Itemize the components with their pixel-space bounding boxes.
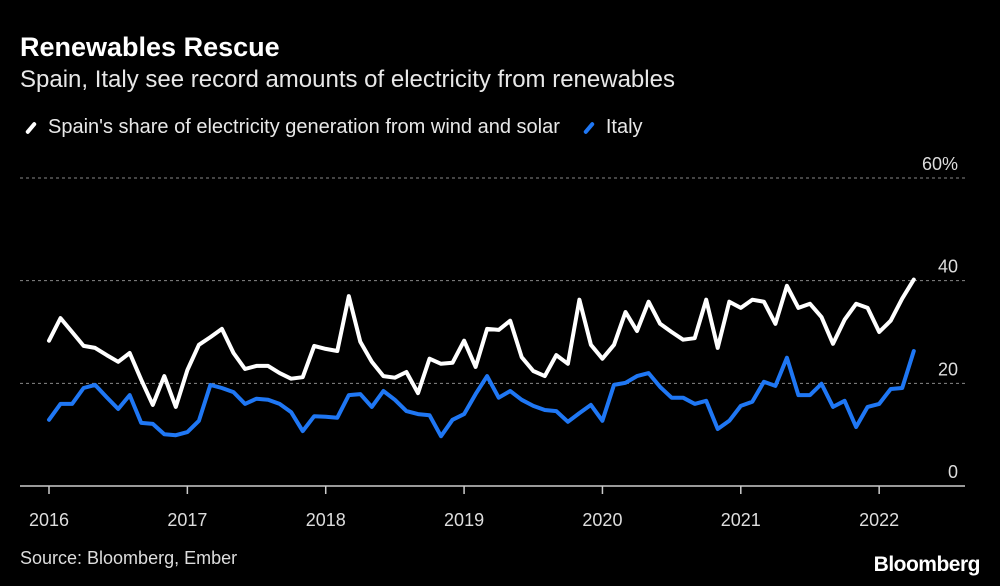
x-tick-label: 2018 [306, 510, 346, 530]
legend-label-spain: Spain's share of electricity generation … [48, 116, 560, 138]
x-tick-label: 2021 [721, 510, 761, 530]
y-tick-label: 60% [922, 154, 958, 174]
y-tick-label: 0 [948, 462, 958, 482]
legend: Spain's share of electricity generation … [20, 116, 661, 139]
legend-item-spain: Spain's share of electricity generation … [20, 116, 560, 139]
series-line-spain [47, 277, 916, 409]
y-tick-label: 40 [938, 257, 958, 277]
legend-item-italy: Italy [578, 116, 643, 139]
bloomberg-logo: Bloomberg [873, 553, 981, 576]
y-tick-label: 20 [938, 359, 958, 379]
x-tick-label: 2017 [167, 510, 207, 530]
series-line-italy [47, 349, 916, 439]
x-tick-label: 2022 [859, 510, 899, 530]
source-note: Source: Bloomberg, Ember [20, 548, 238, 568]
chart-subtitle: Spain, Italy see record amounts of elect… [20, 66, 675, 93]
x-tick-label: 2019 [444, 510, 484, 530]
legend-label-italy: Italy [605, 116, 643, 138]
x-tick-label: 2016 [29, 510, 69, 530]
x-tick-label: 2020 [582, 510, 622, 530]
chart-title: Renewables Rescue [20, 32, 280, 62]
